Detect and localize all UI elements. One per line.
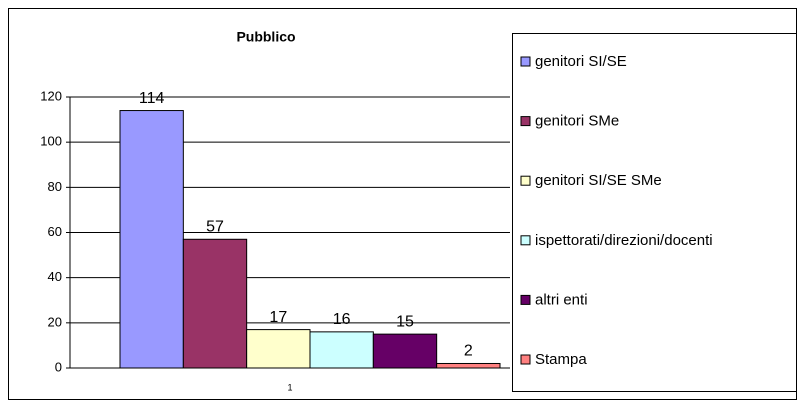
legend-label: ispettorati/direzioni/docenti <box>535 232 713 249</box>
legend-swatch <box>520 175 531 186</box>
legend-label: genitori SI/SE SMe <box>535 172 662 189</box>
data-label: 114 <box>139 90 165 107</box>
legend-label: genitori SI/SE <box>535 53 627 70</box>
bar <box>119 110 184 369</box>
bar <box>246 329 311 369</box>
bar <box>309 331 374 369</box>
y-tick-label: 40 <box>48 269 62 284</box>
bar <box>182 238 248 369</box>
data-label: 17 <box>269 309 287 326</box>
bar <box>436 362 501 369</box>
data-label: 2 <box>464 343 473 360</box>
y-tick-label: 100 <box>40 134 62 149</box>
chart-title: Pubblico <box>236 29 295 45</box>
bar <box>372 333 438 369</box>
y-tick-label: 120 <box>40 88 62 103</box>
y-tick-label: 0 <box>55 359 62 374</box>
legend-label: Stampa <box>535 351 587 368</box>
legend-swatch <box>520 354 531 365</box>
legend-label: altri enti <box>535 291 588 308</box>
legend-box <box>512 33 797 392</box>
y-tick-label: 20 <box>48 314 62 329</box>
data-label: 15 <box>396 313 414 330</box>
x-tick-label: 1 <box>287 382 292 392</box>
data-label: 16 <box>333 311 351 328</box>
data-label: 57 <box>206 218 224 235</box>
legend-label: genitori SMe <box>535 113 619 130</box>
legend-swatch <box>520 235 531 246</box>
legend-swatch <box>520 116 531 127</box>
legend-swatch <box>520 294 531 305</box>
y-tick-label: 60 <box>48 224 62 239</box>
legend-swatch <box>520 56 531 67</box>
y-tick-label: 80 <box>48 179 62 194</box>
